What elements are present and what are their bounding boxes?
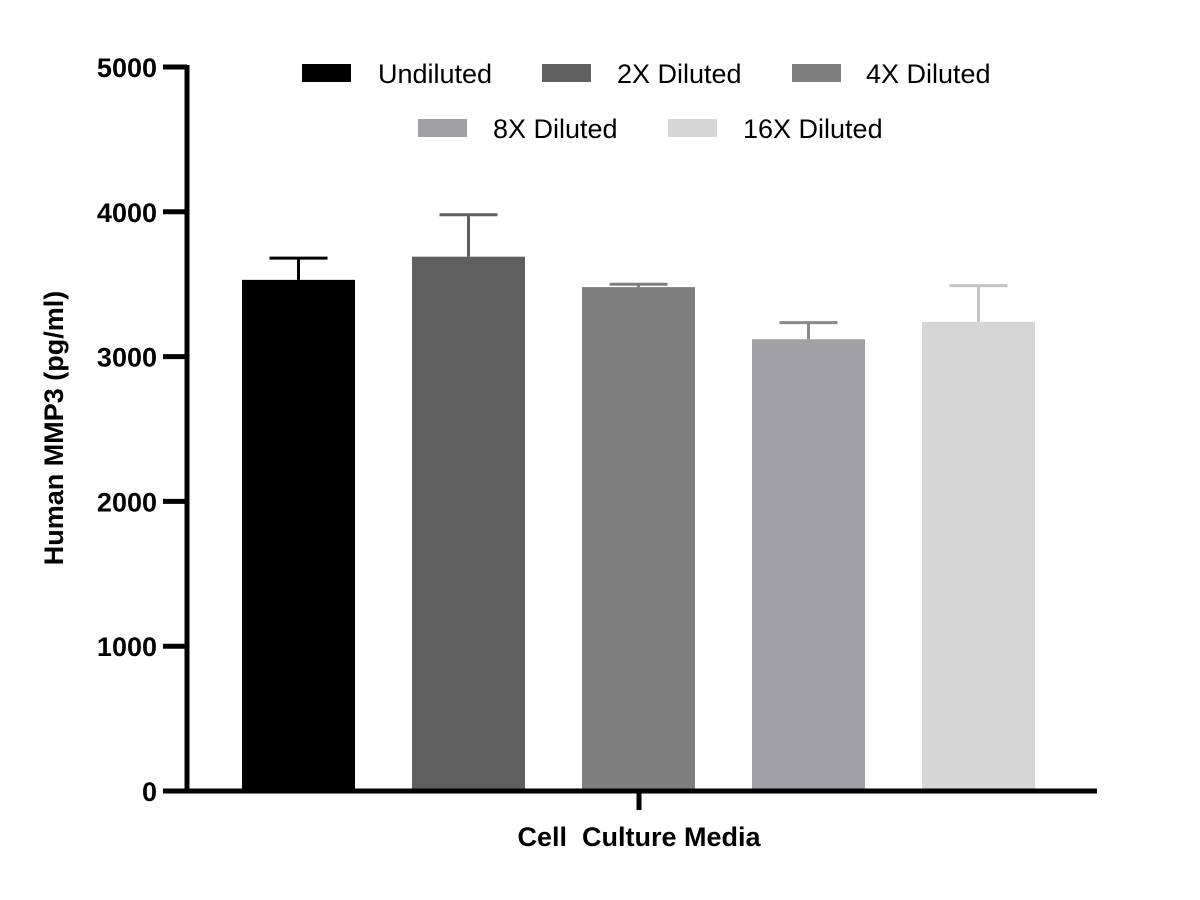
bar-8x-diluted (752, 339, 865, 791)
legend-label-undiluted: Undiluted (378, 59, 492, 89)
bar-undiluted (242, 279, 355, 791)
x-axis-title: Cell Culture Media (517, 822, 761, 852)
legend-label-4x-diluted: 4X Diluted (866, 59, 991, 89)
y-ticks-layer: 0 1000 2000 3000 4000 5000 (97, 53, 187, 807)
y-tick-label-1000: 1000 (97, 632, 157, 662)
bar-16x-diluted (922, 321, 1035, 791)
legend-swatch-2x-diluted (542, 64, 591, 82)
legend-swatch-undiluted (302, 64, 351, 82)
y-tick-label-0: 0 (142, 777, 157, 807)
legend-label-2x-diluted: 2X Diluted (617, 59, 742, 89)
bar-2x-diluted (412, 256, 525, 791)
axes-layer (184, 65, 1097, 810)
bar-4x-diluted (582, 287, 695, 791)
legend-swatch-4x-diluted (792, 64, 841, 82)
legend-label-16x-diluted: 16X Diluted (743, 114, 883, 144)
y-tick-label-5000: 5000 (97, 53, 157, 83)
legend: Undiluted 2X Diluted 4X Diluted 8X Diluted 1… (302, 59, 991, 144)
error-bars-layer (269, 213, 1008, 340)
legend-swatch-16x-diluted (668, 119, 717, 137)
bars-layer (242, 256, 1035, 791)
legend-label-8x-diluted: 8X Diluted (493, 114, 618, 144)
y-axis-title: Human MMP3 (pg/ml) (39, 291, 69, 566)
y-tick-label-2000: 2000 (97, 487, 157, 517)
y-tick-label-4000: 4000 (97, 198, 157, 228)
y-tick-label-3000: 3000 (97, 343, 157, 373)
legend-swatch-8x-diluted (418, 119, 467, 137)
